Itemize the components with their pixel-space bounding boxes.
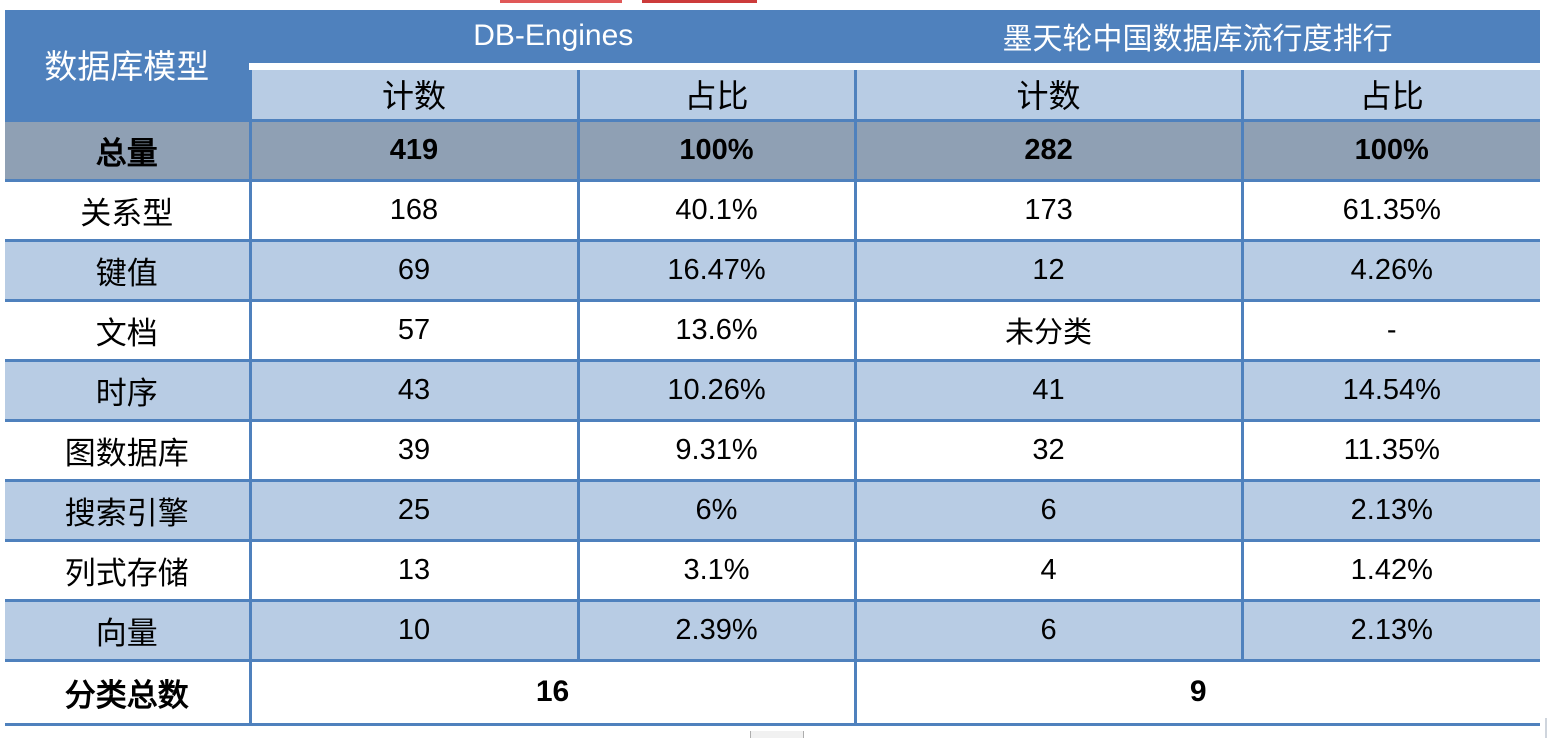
row-label: 键值 [5,238,252,302]
header-group-motianlun: 墨天轮中国数据库流行度排行 [855,10,1541,70]
header-group-db-engines: DB-Engines [248,10,856,70]
row-label: 关系型 [5,178,252,242]
row-label: 总量 [5,118,252,182]
row-label: 列式存储 [5,538,252,602]
row-label: 文档 [5,298,252,362]
table-row-total: 总量 419 100% 282 100% [5,118,1541,182]
table-row: 图数据库 39 9.31% 32 11.35% [5,418,1541,482]
cell-de-count: 10 [248,598,580,662]
cell-mt-pct: 100% [1240,118,1541,182]
table-row: 列式存储 13 3.1% 4 1.42% [5,538,1541,602]
cell-de-pct: 3.1% [576,538,857,602]
table-row: 时序 43 10.26% 41 14.54% [5,358,1541,422]
cell-de-pct: 16.47% [576,238,857,302]
cell-de-count: 13 [248,538,580,602]
cell-mt-count: 6 [853,598,1244,662]
cell-mt-count: 282 [853,118,1244,182]
row-label: 图数据库 [5,418,252,482]
cell-de-count: 39 [248,418,580,482]
header-row-groups: 数据库模型 DB-Engines 墨天轮中国数据库流行度排行 [5,10,1541,122]
subheader-de-pct: 占比 [576,64,857,122]
cell-mt-category-total: 9 [853,658,1541,726]
cell-mt-count: 32 [853,418,1244,482]
subheader-de-count: 计数 [248,64,580,122]
cell-de-pct: 100% [576,118,857,182]
cell-mt-pct: 14.54% [1240,358,1541,422]
cell-mt-count: 4 [853,538,1244,602]
row-label: 搜索引擎 [5,478,252,542]
cell-mt-pct: - [1240,298,1541,362]
horizontal-scrollbar-thumb[interactable] [750,731,804,738]
cell-mt-count: 未分类 [853,298,1244,362]
cell-mt-pct: 11.35% [1240,418,1541,482]
cell-de-category-total: 16 [248,658,857,726]
right-edge-artifact [1545,718,1547,738]
table-row-category-totals: 分类总数 16 9 [5,658,1541,726]
cell-mt-count: 41 [853,358,1244,422]
header-model-column: 数据库模型 [5,10,252,122]
row-label: 分类总数 [5,658,252,726]
cell-mt-count: 12 [853,238,1244,302]
subheader-mt-pct: 占比 [1240,64,1541,122]
cell-de-count: 419 [248,118,580,182]
cell-de-count: 69 [248,238,580,302]
cell-de-count: 43 [248,358,580,422]
subheader-mt-count: 计数 [853,64,1244,122]
cell-mt-pct: 61.35% [1240,178,1541,242]
cell-mt-pct: 2.13% [1240,598,1541,662]
red-underline-artifact [500,0,622,3]
cell-de-pct: 2.39% [576,598,857,662]
cell-mt-pct: 1.42% [1240,538,1541,602]
cell-mt-pct: 4.26% [1240,238,1541,302]
row-label: 向量 [5,598,252,662]
cell-de-pct: 13.6% [576,298,857,362]
table-row: 键值 69 16.47% 12 4.26% [5,238,1541,302]
row-label: 时序 [5,358,252,422]
database-model-comparison-table: 数据库模型 DB-Engines 墨天轮中国数据库流行度排行 计数 占比 计数 … [5,10,1541,726]
cell-de-pct: 9.31% [576,418,857,482]
table-row: 搜索引擎 25 6% 6 2.13% [5,478,1541,542]
cell-mt-count: 6 [853,478,1244,542]
cell-de-pct: 6% [576,478,857,542]
cell-mt-count: 173 [853,178,1244,242]
cell-de-count: 168 [248,178,580,242]
table-row: 文档 57 13.6% 未分类 - [5,298,1541,362]
table-row: 关系型 168 40.1% 173 61.35% [5,178,1541,242]
cell-de-pct: 40.1% [576,178,857,242]
cell-mt-pct: 2.13% [1240,478,1541,542]
header-row-subheaders: 计数 占比 计数 占比 [5,64,1541,122]
cell-de-count: 57 [248,298,580,362]
cell-de-pct: 10.26% [576,358,857,422]
cell-de-count: 25 [248,478,580,542]
table-row: 向量 10 2.39% 6 2.13% [5,598,1541,662]
red-underline-artifact [642,0,757,3]
